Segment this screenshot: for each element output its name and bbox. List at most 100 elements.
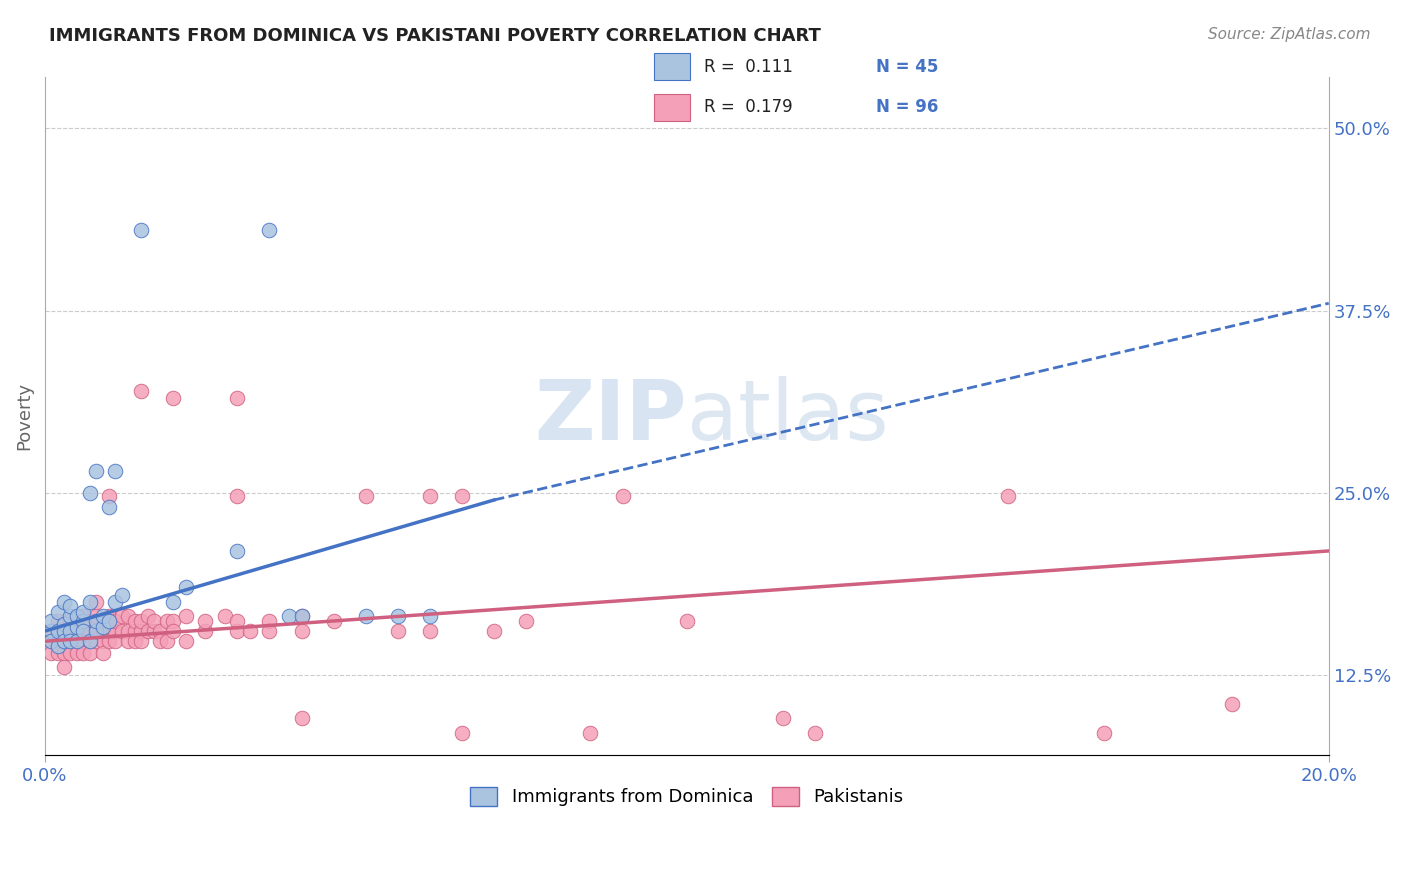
Point [91, 634, 114, 648]
Point [226, 614, 249, 628]
Legend: Immigrants from Dominica, Pakistanis: Immigrants from Dominica, Pakistanis [463, 780, 910, 814]
Point [226, 391, 249, 405]
Point [59, 614, 82, 628]
Point [98, 624, 121, 638]
Point [98, 634, 121, 648]
Bar [654, 94, 690, 120]
Point [277, 609, 299, 624]
Text: R =  0.111: R = 0.111 [704, 58, 793, 76]
Text: Source: ZipAtlas.com: Source: ZipAtlas.com [1208, 27, 1371, 42]
Point [111, 588, 134, 602]
Point [66, 646, 89, 660]
Point [98, 489, 121, 503]
Point [194, 614, 217, 628]
Point [515, 614, 537, 628]
Point [59, 634, 82, 648]
Point [354, 489, 377, 503]
Point [53, 660, 76, 674]
Point [117, 634, 139, 648]
Point [79, 485, 101, 500]
Point [53, 624, 76, 638]
Point [124, 614, 146, 628]
Point [259, 223, 281, 237]
Point [46, 605, 69, 619]
Point [259, 614, 281, 628]
Point [84, 634, 107, 648]
Point [111, 624, 134, 638]
Point [79, 624, 101, 638]
Point [59, 624, 82, 638]
Point [104, 614, 127, 628]
Point [53, 634, 76, 648]
Point [59, 609, 82, 624]
Point [46, 624, 69, 638]
Point [53, 634, 76, 648]
Point [53, 616, 76, 631]
Point [194, 624, 217, 638]
Point [84, 595, 107, 609]
Point [84, 614, 107, 628]
Point [129, 223, 152, 237]
Point [129, 384, 152, 398]
Point [72, 624, 94, 638]
Point [46, 634, 69, 648]
Point [59, 599, 82, 614]
Point [612, 489, 634, 503]
Point [79, 634, 101, 648]
Point [387, 624, 409, 638]
Point [322, 614, 344, 628]
Point [66, 624, 89, 638]
Point [291, 609, 314, 624]
Point [72, 614, 94, 628]
Point [104, 464, 127, 478]
Point [162, 595, 184, 609]
Point [79, 595, 101, 609]
Point [226, 489, 249, 503]
Point [84, 624, 107, 638]
Point [39, 624, 62, 638]
Y-axis label: Poverty: Poverty [15, 382, 32, 450]
Point [72, 609, 94, 624]
Point [142, 624, 165, 638]
Point [239, 624, 262, 638]
Point [72, 605, 94, 619]
Point [39, 634, 62, 648]
Point [59, 634, 82, 648]
Point [156, 634, 179, 648]
Point [104, 595, 127, 609]
Point [104, 624, 127, 638]
Point [156, 614, 179, 628]
Point [98, 500, 121, 515]
Point [136, 609, 159, 624]
Point [39, 624, 62, 638]
Point [579, 726, 602, 740]
Point [675, 614, 697, 628]
Point [84, 609, 107, 624]
Point [149, 634, 172, 648]
Point [419, 624, 441, 638]
Point [129, 634, 152, 648]
Point [66, 634, 89, 648]
Point [142, 614, 165, 628]
Point [997, 489, 1019, 503]
Point [66, 634, 89, 648]
Point [387, 609, 409, 624]
Point [482, 624, 505, 638]
Point [117, 609, 139, 624]
Point [259, 624, 281, 638]
Point [804, 726, 827, 740]
Point [91, 624, 114, 638]
Point [66, 620, 89, 634]
Point [111, 609, 134, 624]
Point [91, 646, 114, 660]
Point [46, 624, 69, 638]
Point [91, 609, 114, 624]
Point [291, 609, 314, 624]
Point [59, 646, 82, 660]
Point [291, 711, 314, 725]
Point [39, 646, 62, 660]
Point [39, 614, 62, 628]
Point [419, 609, 441, 624]
Point [98, 609, 121, 624]
Point [226, 624, 249, 638]
